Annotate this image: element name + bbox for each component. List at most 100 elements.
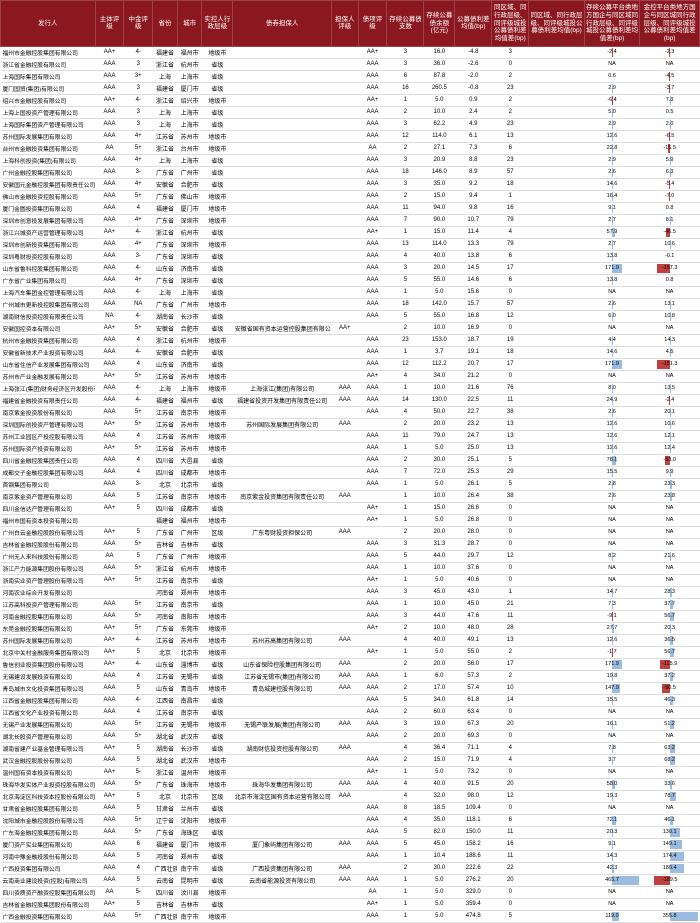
cell: 10.0 xyxy=(424,562,455,574)
cell xyxy=(529,766,585,778)
cell: 5 xyxy=(492,454,529,466)
cell: 5+ xyxy=(124,370,153,382)
cell: AAA xyxy=(95,382,124,394)
cell: 23 xyxy=(492,82,529,94)
cell: 南宁市 xyxy=(177,910,202,922)
cell: 北京市 xyxy=(177,478,202,490)
cell: 7 xyxy=(387,214,424,226)
cell xyxy=(529,454,585,466)
cell: AAA xyxy=(358,118,387,130)
cell: AA+ xyxy=(358,370,387,382)
cell: 6 xyxy=(492,274,529,286)
cell: 12 xyxy=(492,550,529,562)
cell: 江西省文化产业投资有限公司 xyxy=(1,706,96,718)
cell: 1 xyxy=(387,502,424,514)
cell: AAA xyxy=(95,802,124,814)
table-row: 首钢集团有限公司AAA3-北京北京市省级AAA15.026.152.823.3 xyxy=(1,478,700,490)
cell: 上海市 xyxy=(177,382,202,394)
cell: 0 xyxy=(492,898,529,910)
table-row: 山东省鲁科控股集团有限公司AAA4-山东省济南市省级AAA320.014.517… xyxy=(1,262,700,274)
cell xyxy=(331,826,358,838)
cell: AAA xyxy=(95,166,124,178)
cell: 5.0 xyxy=(424,514,455,526)
cell: NA xyxy=(584,514,640,526)
cell xyxy=(529,142,585,154)
col-header: 担保人评级 xyxy=(331,1,358,47)
cell: 沈阳城市金融控股股份有限公司 xyxy=(1,814,96,826)
cell: 台州市 xyxy=(177,142,202,154)
cell: 26.8 xyxy=(455,514,492,526)
cell xyxy=(331,178,358,190)
cell: AAA xyxy=(358,358,387,370)
cell: 22.8 xyxy=(584,142,640,154)
cell: AAA xyxy=(358,610,387,622)
cell: AA+ xyxy=(95,622,124,634)
table-row: 北京中关村金融服务集团有限公司AA+5北京北京市地级市AA+15.055.02-… xyxy=(1,646,700,658)
cell xyxy=(95,514,124,526)
cell: 厦门金圆投资集团有限公司 xyxy=(1,202,96,214)
cell: 0 xyxy=(492,526,529,538)
table-row: 广州无人来科技股份有限公司AA5广东省广州市地级市AAA544.029.7128… xyxy=(1,550,700,562)
cell: 2 xyxy=(492,106,529,118)
cell xyxy=(529,850,585,862)
table-row: 广州城市更新投控股集团有限公司AAANA广东省广州市地级市AAA18142.01… xyxy=(1,298,700,310)
cell: AAA xyxy=(331,874,358,886)
cell: 6.1 xyxy=(455,130,492,142)
cell xyxy=(331,910,358,922)
cell xyxy=(233,286,332,298)
cell: 37.7 xyxy=(640,598,700,610)
cell: 21 xyxy=(492,598,529,610)
cell: 13 xyxy=(492,634,529,646)
table-row: 厦门国贸(集团)有限公司AAA3福建省厦门市省级AAA16260.5-0.823… xyxy=(1,82,700,94)
table-row: 广西投资集团有限公司AAA4广西壮族自治区南宁市省级广西投资集团有限公司AAA2… xyxy=(1,862,700,874)
cell: AAA xyxy=(95,670,124,682)
cell: 2 xyxy=(387,526,424,538)
cell: 0 xyxy=(492,370,529,382)
cell xyxy=(358,490,387,502)
cell: 0 xyxy=(492,886,529,898)
cell: 吉林市 xyxy=(177,898,202,910)
cell: 20.0 xyxy=(424,658,455,670)
cell: 3 xyxy=(387,610,424,622)
cell: 广东省 xyxy=(153,298,178,310)
cell: AA+ xyxy=(358,502,387,514)
cell: 省级 xyxy=(202,262,233,274)
cell xyxy=(529,910,585,922)
cell: 4.5 xyxy=(640,346,700,358)
cell: 福建省 xyxy=(153,202,178,214)
cell: 青岛市 xyxy=(177,682,202,694)
cell: 12.6 xyxy=(584,442,640,454)
cell: 5+ xyxy=(124,562,153,574)
cell: 5 xyxy=(124,790,153,802)
cell: NA xyxy=(584,886,640,898)
cell: 北京 xyxy=(153,790,178,802)
table-row: 河南农业综合开发有限公司河南省郑州市地级市AAA345.043.0114.728… xyxy=(1,586,700,598)
cell: 省级 xyxy=(202,706,233,718)
cell: 12.6 xyxy=(584,418,640,430)
cell xyxy=(331,202,358,214)
table-row: 江苏高科投资产管理有限公司AAA5+江苏省南京市省级AAA110.045.021… xyxy=(1,598,700,610)
cell: 6 xyxy=(124,838,153,850)
cell: 北京中关村金融服务集团有限公司 xyxy=(1,646,96,658)
cell: AAA xyxy=(331,862,358,874)
table-row: 广西金融投资集团有限公司AAA5+广西壮族自治区南宁市地级市AAA15.0474… xyxy=(1,910,700,922)
cell: -4.8 xyxy=(455,46,492,58)
cell: 浙南实业资产管理股份有限公司 xyxy=(1,574,96,586)
cell: 5.0 xyxy=(424,898,455,910)
cell xyxy=(331,370,358,382)
cell: 19.3 xyxy=(584,790,640,802)
cell: AAA xyxy=(358,238,387,250)
cell: AAA xyxy=(331,658,358,670)
cell: AA xyxy=(95,550,124,562)
cell: NA xyxy=(584,574,640,586)
cell: 地级市 xyxy=(202,490,233,502)
cell: 四川省 xyxy=(153,886,178,898)
cell: NA xyxy=(640,562,700,574)
cell: AAA xyxy=(358,826,387,838)
cell: 地级市 xyxy=(202,190,233,202)
cell: AAA xyxy=(331,394,358,406)
cell: 5+ xyxy=(124,778,153,790)
cell: AAA xyxy=(95,778,124,790)
col-header: 债项评级 xyxy=(358,1,387,47)
cell xyxy=(529,526,585,538)
